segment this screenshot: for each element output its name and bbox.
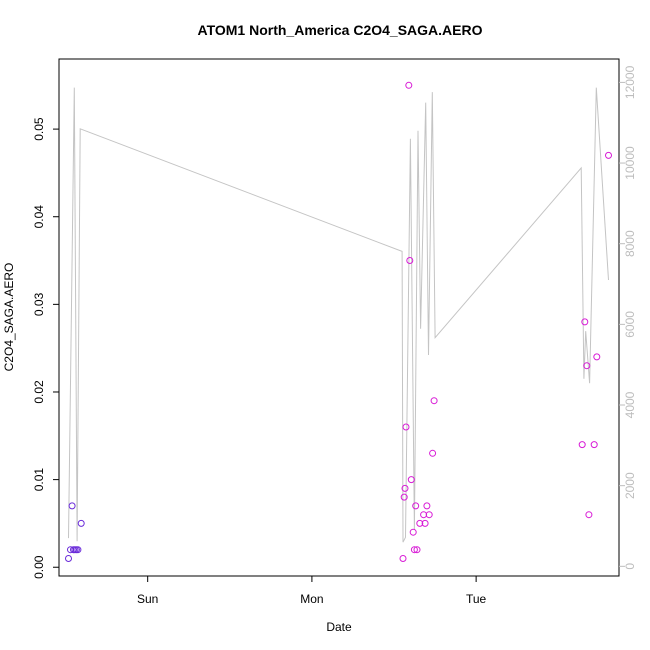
data-point-14 xyxy=(406,257,414,264)
data-point-17 xyxy=(410,546,418,554)
y-axis-right: 0 2000 4000 6000 8000 10000 12000 xyxy=(619,65,637,570)
y2-tick-label-4: 6000 xyxy=(623,311,637,338)
y-tick-label-4: 0.03 xyxy=(32,292,46,316)
y2-tick-label-3: 4000 xyxy=(623,391,637,418)
series-line xyxy=(68,87,609,543)
x-tick-label-1: Sun xyxy=(137,592,158,606)
data-point-26 xyxy=(430,397,438,405)
data-point-29 xyxy=(583,362,591,370)
data-point-10 xyxy=(400,493,408,501)
data-point-13 xyxy=(405,81,413,89)
x-tick-label-3: Tue xyxy=(466,592,487,606)
data-point-19 xyxy=(413,546,421,554)
data-point-32 xyxy=(593,353,601,361)
data-point-23 xyxy=(423,502,431,510)
y2-tick-label-6: 10000 xyxy=(623,146,637,180)
y-tick-label-1: 0.00 xyxy=(32,555,46,579)
data-point-15 xyxy=(407,476,415,484)
line-series xyxy=(68,87,609,543)
data-point-28 xyxy=(581,318,589,326)
y-tick-label-3: 0.02 xyxy=(32,380,46,404)
data-point-1 xyxy=(65,555,72,562)
data-point-9 xyxy=(399,555,407,562)
data-point-25 xyxy=(429,449,437,457)
scatter-points xyxy=(65,81,612,562)
data-point-30 xyxy=(585,511,593,519)
data-point-27 xyxy=(578,441,586,449)
data-point-18 xyxy=(412,502,420,510)
data-point-33 xyxy=(605,151,612,159)
x-axis: Sun Mon Tue xyxy=(137,576,487,606)
y2-tick-label-7: 12000 xyxy=(623,65,637,99)
x-tick-label-2: Mon xyxy=(300,592,323,606)
data-point-20 xyxy=(416,519,424,527)
y2-tick-label-2: 2000 xyxy=(623,472,637,499)
y2-tick-label-1: 0 xyxy=(623,563,637,570)
y2-tick-label-5: 8000 xyxy=(623,230,637,257)
y-axis-label: C2O4_SAGA.AERO xyxy=(2,263,16,372)
data-point-11 xyxy=(401,484,409,492)
data-point-16 xyxy=(409,528,417,536)
data-point-7 xyxy=(74,546,82,554)
data-point-31 xyxy=(590,441,598,449)
data-point-22 xyxy=(421,519,429,527)
data-point-3 xyxy=(68,502,76,510)
x-axis-label: Date xyxy=(326,620,352,634)
y-tick-label-2: 0.01 xyxy=(32,468,46,492)
data-point-8 xyxy=(77,519,85,527)
data-point-24 xyxy=(425,511,433,519)
y-axis-left: 0.00 0.01 0.02 0.03 0.04 0.05 xyxy=(32,117,59,579)
chart-title: ATOM1 North_America C2O4_SAGA.AERO xyxy=(198,22,483,38)
y-tick-label-5: 0.04 xyxy=(32,205,46,229)
y-tick-label-6: 0.05 xyxy=(32,117,46,141)
plot-frame xyxy=(58,58,620,577)
data-point-12 xyxy=(402,423,410,431)
